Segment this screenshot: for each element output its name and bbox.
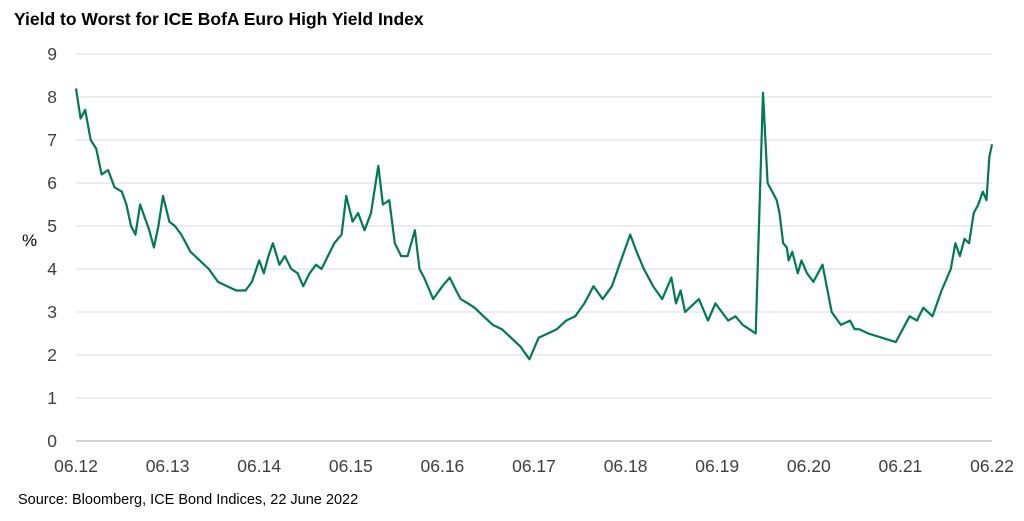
x-tick-label: 06.16 bbox=[421, 456, 465, 476]
series-line-yield bbox=[74, 88, 994, 361]
x-tick-label: 06.18 bbox=[604, 456, 648, 476]
x-tick-label: 06.22 bbox=[970, 456, 1014, 476]
x-tick-label: 06.12 bbox=[54, 456, 98, 476]
y-tick-label: 9 bbox=[47, 44, 57, 64]
source-note: Source: Bloomberg, ICE Bond Indices, 22 … bbox=[18, 492, 359, 508]
y-tick-label: 8 bbox=[47, 87, 57, 107]
y-tick-label: 7 bbox=[47, 130, 57, 150]
x-tick-label: 06.13 bbox=[146, 456, 190, 476]
x-tick-label: 06.20 bbox=[787, 456, 831, 476]
y-tick-label: 1 bbox=[47, 388, 57, 408]
y-tick-label: 3 bbox=[47, 302, 57, 322]
y-tick-label: 0 bbox=[47, 431, 57, 451]
y-axis-label: % bbox=[22, 231, 37, 250]
y-tick-label: 6 bbox=[47, 173, 57, 193]
x-tick-label: 06.17 bbox=[512, 456, 556, 476]
x-tick-label: 06.19 bbox=[695, 456, 739, 476]
y-tick-label: 5 bbox=[47, 216, 57, 236]
y-tick-label: 4 bbox=[47, 259, 57, 279]
chart-title: Yield to Worst for ICE BofA Euro High Yi… bbox=[14, 9, 424, 29]
y-tick-label: 2 bbox=[47, 345, 57, 365]
grid-lines bbox=[76, 53, 992, 399]
x-tick-label: 06.15 bbox=[329, 456, 373, 476]
y-axis-ticks: 0 1 2 3 4 5 6 7 8 9 bbox=[47, 44, 57, 451]
x-axis-ticks: 06.12 06.13 06.14 06.15 06.16 06.17 06.18 06.19… bbox=[54, 456, 1014, 476]
x-tick-label: 06.21 bbox=[879, 456, 923, 476]
x-tick-label: 06.14 bbox=[237, 456, 281, 476]
